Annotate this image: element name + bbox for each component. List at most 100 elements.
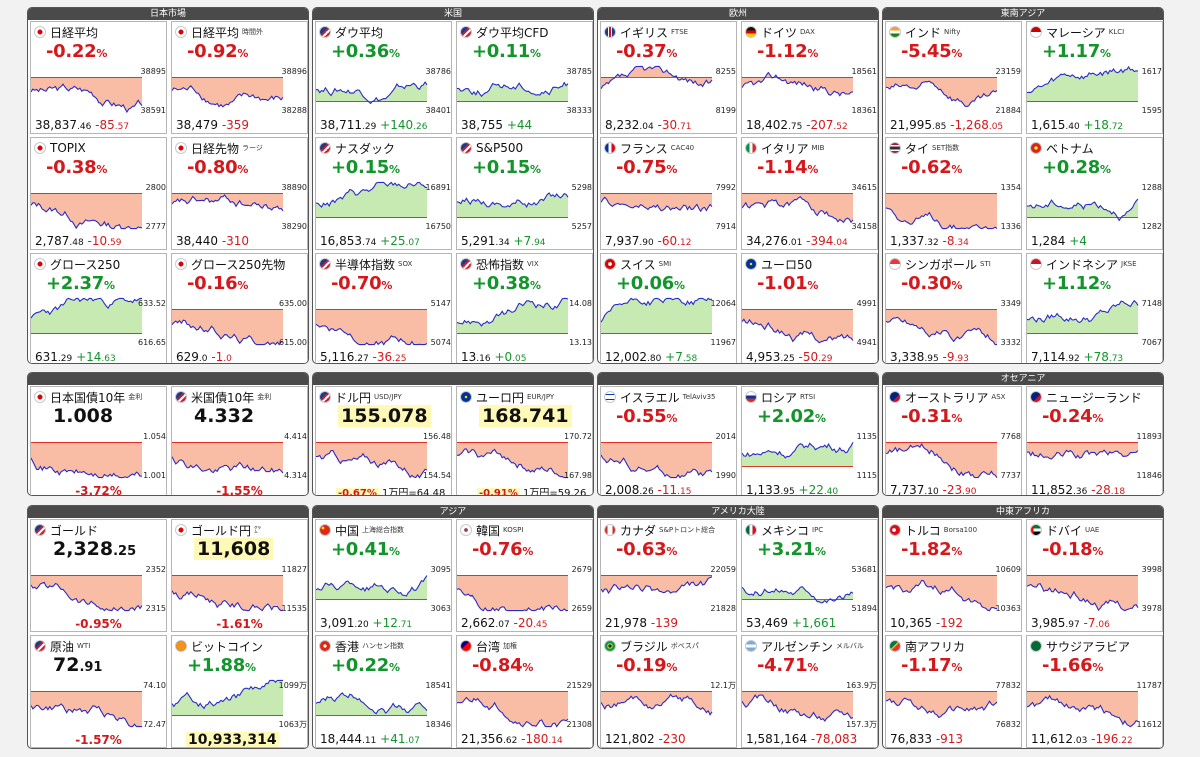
market-cell[interactable]: スイス SMI +0.06% 12064 11967 12,002.80 +7.58 <box>600 253 737 363</box>
sparkline-svg: 38785 38333 <box>457 67 592 115</box>
cell-title: 米国債10年 金利 <box>175 389 271 405</box>
change-percent-value: -0.80 <box>187 157 238 178</box>
market-cell[interactable]: ダウ平均CFD +0.11% 38785 38333 38,755 +44 <box>456 21 593 134</box>
percent-sign: % <box>951 279 963 292</box>
market-cell[interactable]: インド Nifty -5.45% 23159 21884 21,995.85 -1,268… <box>885 21 1022 134</box>
market-cell[interactable]: インドネシア JKSE +1.12% 7148 7067 7,114.92 +78.73 <box>1026 253 1163 363</box>
market-cell[interactable]: S&P500 +0.15% 5298 5257 5,291.34 +7.94 <box>456 137 593 250</box>
price-change-dec: .18 <box>1110 487 1126 496</box>
ae-flag-icon <box>1030 524 1042 536</box>
current-value-int: 11,608 <box>197 538 271 560</box>
market-cell[interactable]: イギリス FTSE -0.37% 8255 8199 8,232.04 -30.71 <box>600 21 737 134</box>
sparkline-line <box>457 696 569 728</box>
tick-high: 16891 <box>426 183 451 192</box>
market-cell[interactable]: 米国債10年 金利 4.332 4.414 4.314 -1.55% <box>171 386 308 495</box>
change-percent-value: +1.17 <box>1042 41 1100 62</box>
market-cell[interactable]: 日経平均 時間外 -0.92% 38896 38288 38,479 -359 <box>171 21 308 134</box>
price-footer: 1,133.95 +22.40 <box>746 483 875 495</box>
sparkline-chart: 11787 11612 <box>1027 676 1162 731</box>
market-cell[interactable]: グロース250 +2.37% 633.52 616.65 631.29 +14.63 <box>30 253 167 363</box>
cell-name: ブラジル <box>620 639 668 654</box>
cell-title: トルコ Borsa100 <box>889 522 977 538</box>
change-percent-value: -0.63 <box>616 539 667 560</box>
market-cell[interactable]: 原油 WTI 72.91 74.10 72.47 -1.57% <box>30 635 167 748</box>
market-cell[interactable]: ドバイ UAE -0.18% 3998 3978 3,985.97 -7.06 <box>1026 519 1163 632</box>
price-change-int: -394 <box>806 234 834 248</box>
market-cell[interactable]: 台湾 加権 -0.84% 21529 21308 21,356.62 -180.14 <box>456 635 593 748</box>
market-cell[interactable]: ニュージーランド -0.24% 11893 11846 11,852.36 -28.18 <box>1026 386 1163 496</box>
market-cell[interactable]: イスラエル TelAviv35 -0.55% 2014 1990 2,008.26 -11… <box>600 386 737 495</box>
market-cell[interactable]: オーストラリア ASX -0.31% 7768 7737 7,737.10 -23.90 <box>885 386 1022 495</box>
sparkline-svg: 38895 38591 <box>31 67 166 115</box>
tick-low: 11846 <box>1137 471 1162 480</box>
market-cell[interactable]: アルゼンチン メルバル -4.71% 163.9万 157.3万 1,581,164 -7… <box>741 635 878 748</box>
cell-title: S&P500 <box>460 140 523 156</box>
market-cell[interactable]: ユーロ円 EUR/JPY 168.741 170.72 167.98 -0.91% 1万円… <box>456 386 593 495</box>
market-cell[interactable]: ドイツ DAX -1.12% 18561 18361 18,402.75 -207.52 <box>741 21 878 134</box>
market-cell[interactable]: 韓国 KOSPI -0.76% 2679 2659 2,662.07 -20.45 <box>456 519 593 632</box>
price-change-dec: .22 <box>1118 736 1133 746</box>
change-percent: +1.12% <box>1042 273 1111 294</box>
market-cell[interactable]: 香港 ハンセン指数 +0.22% 18541 18346 18,444.11 +41.07 <box>315 635 452 748</box>
market-cell[interactable]: ビットコイン +1.88% 1099万 1063万 10,933,314 <box>171 635 308 748</box>
market-cell[interactable]: ダウ平均 +0.36% 38786 38401 38,711.29 +140.26 <box>315 21 452 134</box>
market-cell[interactable]: 日本国債10年 金利 1.008 1.054 1.001 -3.72% <box>30 386 167 495</box>
tick-high: 1099万 <box>279 681 307 690</box>
sparkline-line <box>742 318 854 344</box>
market-cell[interactable]: フランス CAC40 -0.75% 7992 7914 7,937.90 -60.12 <box>600 137 737 250</box>
cell-title: マレーシア KLCI <box>1030 24 1124 40</box>
price-change: -85.57 <box>95 118 129 132</box>
market-cell[interactable]: サウジアラビア -1.66% 11787 11612 11,612.03 -196.22 <box>1026 635 1163 748</box>
market-cell[interactable]: ナスダック +0.15% 16891 16750 16,853.74 +25.07 <box>315 137 452 250</box>
change-percent-footer: -1.57% <box>75 733 122 747</box>
price-footer: 629.0 -1.0 <box>176 350 305 363</box>
market-cell[interactable]: メキシコ IPC +3.21% 53681 51894 53,469 +1,661 <box>741 519 878 632</box>
price-change: -50.29 <box>798 350 833 364</box>
market-cell[interactable]: ユーロ50 -1.01% 4991 4941 4,953.25 -50.29 <box>741 253 878 364</box>
market-cell[interactable]: ゴールド 2,328.25 2352 2315 -0.95% <box>30 519 167 632</box>
market-cell[interactable]: ゴールド円㌘ 11,608 11827 11535 -1.61% <box>171 519 308 632</box>
percent-sign: % <box>807 47 819 60</box>
sparkline-area <box>742 72 853 96</box>
market-cell[interactable]: トルコ Borsa100 -1.82% 10609 10363 10,365 -192 <box>885 519 1022 632</box>
tick-low: 2777 <box>146 222 166 231</box>
price-change-int: -60 <box>657 234 678 248</box>
market-cell[interactable]: 南アフリカ -1.17% 77832 76832 76,833 -913 <box>885 635 1022 748</box>
price-change-dec: .07 <box>405 238 420 248</box>
sparkline-chart: 1617 1595 <box>1027 62 1162 117</box>
sparkline-svg: 10609 10363 <box>886 565 1021 613</box>
market-cell[interactable]: カナダ S&Pトロント総合 -0.63% 22059 21828 21,978 -139 <box>600 519 737 632</box>
jp-flag-icon <box>34 258 46 270</box>
cell-name: インド <box>905 25 942 40</box>
market-cell[interactable]: TOPIX -0.38% 2800 2777 2,787.48 -10.59 <box>30 137 167 250</box>
change-percent-value: -0.76 <box>472 539 523 560</box>
market-cell[interactable]: シンガポール STI -0.30% 3349 3332 3,338.95 -9.93 <box>885 253 1022 363</box>
fx-note: 1万円=64.48 <box>382 488 446 496</box>
market-cell[interactable]: 半導体指数 SOX -0.70% 5147 5074 5,116.27 -36.25 <box>315 253 452 363</box>
sparkline-line <box>601 576 713 595</box>
cell-title: アルゼンチン メルバル <box>745 638 864 654</box>
market-cell[interactable]: 恐怖指数 VIX +0.38% 14.08 13.13 13.16 +0.05 <box>456 253 593 363</box>
market-cell[interactable]: ブラジル ボベスパ -0.19% 12.1万 121,802 -230 <box>600 635 737 748</box>
cell-title: 南アフリカ <box>889 638 965 654</box>
market-cell[interactable]: タイ SET指数 -0.62% 1354 1336 1,337.32 -8.34 <box>885 137 1022 250</box>
market-cell[interactable]: 日経平均 -0.22% 38895 38591 38,837.46 -85.57 <box>30 21 167 134</box>
market-cell[interactable]: 日経先物 ラージ -0.80% 38890 38290 38,440 -310 <box>171 137 308 250</box>
price-change-int: -50 <box>798 350 819 364</box>
market-cell[interactable]: ドル円 USD/JPY 155.078 156.48 154.54 -0.67% 1万円=… <box>315 386 452 496</box>
market-cell[interactable]: ベトナム +0.28% 1288 1282 1,284 +4 <box>1026 137 1163 250</box>
market-cell[interactable]: グロース250先物 -0.16% 635.00 615.00 629.0 -1.0 <box>171 253 308 363</box>
last-price-dec: .25 <box>780 354 795 364</box>
sparkline-svg: 21529 21308 <box>457 681 592 729</box>
cell-subname: Borsa100 <box>943 526 978 534</box>
market-cell[interactable]: イタリア MIB -1.14% 34615 34158 34,276.01 -394.04 <box>741 137 878 250</box>
tick-low: 154.54 <box>423 471 451 480</box>
cell-title: ゴールド円㌘ <box>175 522 261 538</box>
sparkline-chart: 3349 3332 <box>886 294 1021 349</box>
market-cell[interactable]: マレーシア KLCI +1.17% 1617 1595 1,615.40 +18.72 <box>1026 21 1163 134</box>
market-cell[interactable]: 中国 上海総合指数 +0.41% 3095 3063 3,091.20 +12.71 <box>315 519 452 632</box>
cell-name: ゴールド円 <box>191 523 252 538</box>
market-cell[interactable]: ロシア RTSI +2.02% 1135 1115 1,133.95 +22.40 <box>741 386 878 495</box>
change-percent: -0.38% <box>46 157 107 178</box>
cell-name: ナスダック <box>335 141 396 156</box>
